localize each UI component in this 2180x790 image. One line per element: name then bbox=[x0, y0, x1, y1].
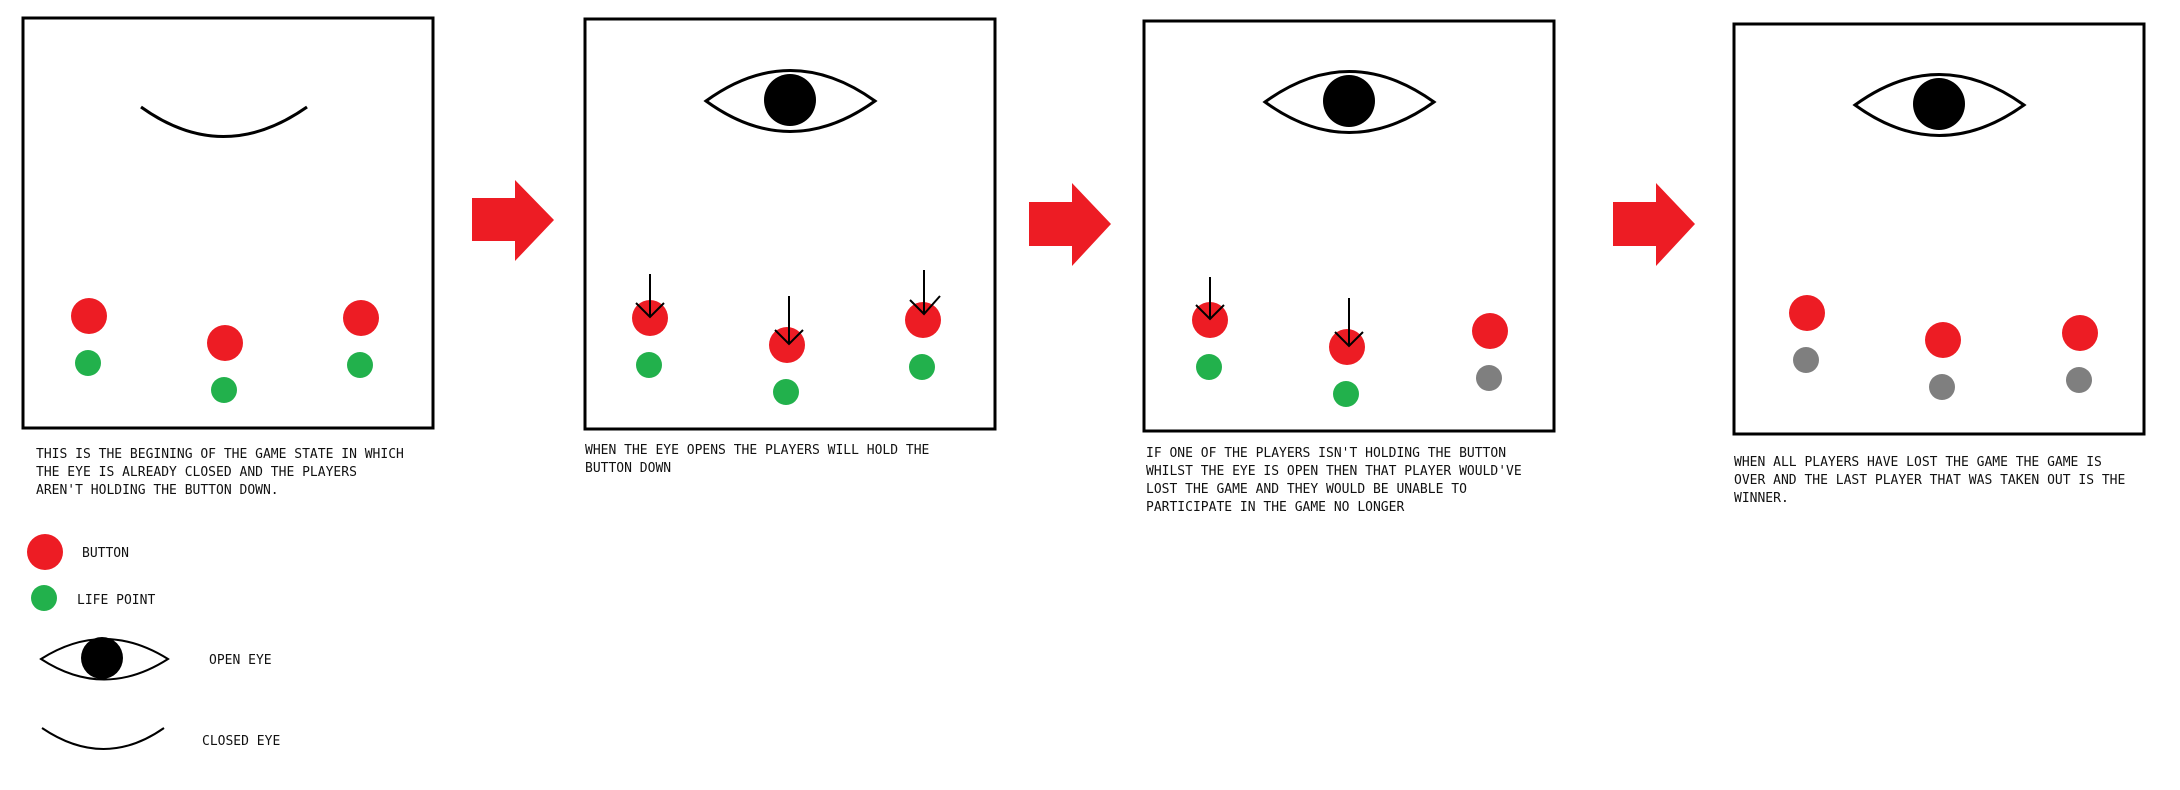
life-point-dot bbox=[773, 379, 799, 405]
panel-3-frame bbox=[1142, 19, 1556, 433]
player-1 bbox=[71, 298, 107, 376]
life-point-dot bbox=[1793, 347, 1819, 373]
life-point-dot bbox=[1196, 354, 1222, 380]
legend-button: BUTTON bbox=[27, 534, 129, 570]
panel-4-frame bbox=[1732, 22, 2146, 436]
player-3 bbox=[2062, 315, 2098, 393]
closed-eye-icon bbox=[140, 105, 308, 138]
player-3 bbox=[343, 300, 379, 378]
panel-2-caption: WHEN THE EYE OPENS THE PLAYERS WILL HOLD… bbox=[585, 443, 937, 476]
legend-button-label: BUTTON bbox=[82, 546, 129, 561]
life-point-dot bbox=[1476, 365, 1502, 391]
panel-4: WHEN ALL PLAYERS HAVE LOST THE GAME THE … bbox=[1732, 22, 2146, 506]
button-dot bbox=[905, 302, 941, 338]
button-dot bbox=[2062, 315, 2098, 351]
legend-closed-eye: CLOSED EYE bbox=[41, 727, 280, 750]
panel-1-frame bbox=[21, 16, 435, 430]
open-eye-icon bbox=[1262, 70, 1437, 134]
button-dot bbox=[343, 300, 379, 336]
flow-arrow-2 bbox=[1029, 183, 1111, 266]
legend-life-point: LIFE POINT bbox=[31, 585, 155, 611]
legend-open-eye-label: OPEN EYE bbox=[209, 653, 272, 668]
player-2 bbox=[1329, 298, 1365, 407]
button-swatch bbox=[27, 534, 63, 570]
panel-1-caption: THIS IS THE BEGINING OF THE GAME STATE I… bbox=[36, 447, 412, 498]
life-point-dot bbox=[347, 352, 373, 378]
panel-2-frame bbox=[583, 17, 997, 431]
button-dot bbox=[1925, 322, 1961, 358]
closed-eye-icon bbox=[41, 727, 165, 750]
life-point-swatch bbox=[31, 585, 57, 611]
button-dot bbox=[1789, 295, 1825, 331]
player-2 bbox=[1925, 322, 1961, 400]
panel-4-caption: WHEN ALL PLAYERS HAVE LOST THE GAME THE … bbox=[1734, 455, 2133, 506]
button-dot bbox=[1472, 313, 1508, 349]
player-3 bbox=[905, 270, 941, 380]
life-point-dot bbox=[909, 354, 935, 380]
panel-3-caption: IF ONE OF THE PLAYERS ISN'T HOLDING THE … bbox=[1146, 446, 1530, 515]
legend: BUTTON LIFE POINT OPEN EYE CLOSED EYE bbox=[27, 534, 280, 750]
open-eye-icon bbox=[39, 637, 170, 681]
press-arrow-icon bbox=[1195, 277, 1225, 321]
open-eye-icon bbox=[703, 69, 878, 133]
legend-life-point-label: LIFE POINT bbox=[77, 593, 155, 608]
life-point-dot bbox=[1929, 374, 1955, 400]
press-arrow-icon bbox=[909, 270, 941, 316]
legend-open-eye: OPEN EYE bbox=[39, 637, 272, 681]
press-arrow-icon bbox=[774, 296, 804, 346]
press-arrow-icon bbox=[1334, 298, 1364, 348]
flow-arrow-3 bbox=[1613, 183, 1695, 266]
player-3 bbox=[1472, 313, 1508, 391]
legend-closed-eye-label: CLOSED EYE bbox=[202, 734, 280, 749]
flow-arrow-1 bbox=[472, 180, 554, 261]
panel-2: WHEN THE EYE OPENS THE PLAYERS WILL HOLD… bbox=[583, 17, 997, 476]
life-point-dot bbox=[75, 350, 101, 376]
player-1 bbox=[1192, 277, 1228, 380]
life-point-dot bbox=[636, 352, 662, 378]
player-1 bbox=[1789, 295, 1825, 373]
panel-3: IF ONE OF THE PLAYERS ISN'T HOLDING THE … bbox=[1142, 19, 1556, 515]
open-eye-icon bbox=[1852, 73, 2027, 137]
life-point-dot bbox=[2066, 367, 2092, 393]
panel-1: THIS IS THE BEGINING OF THE GAME STATE I… bbox=[21, 16, 435, 498]
player-1 bbox=[632, 274, 668, 378]
press-arrow-icon bbox=[635, 274, 665, 319]
player-2 bbox=[769, 296, 805, 405]
player-2 bbox=[207, 325, 243, 403]
button-dot bbox=[207, 325, 243, 361]
life-point-dot bbox=[211, 377, 237, 403]
life-point-dot bbox=[1333, 381, 1359, 407]
button-dot bbox=[71, 298, 107, 334]
